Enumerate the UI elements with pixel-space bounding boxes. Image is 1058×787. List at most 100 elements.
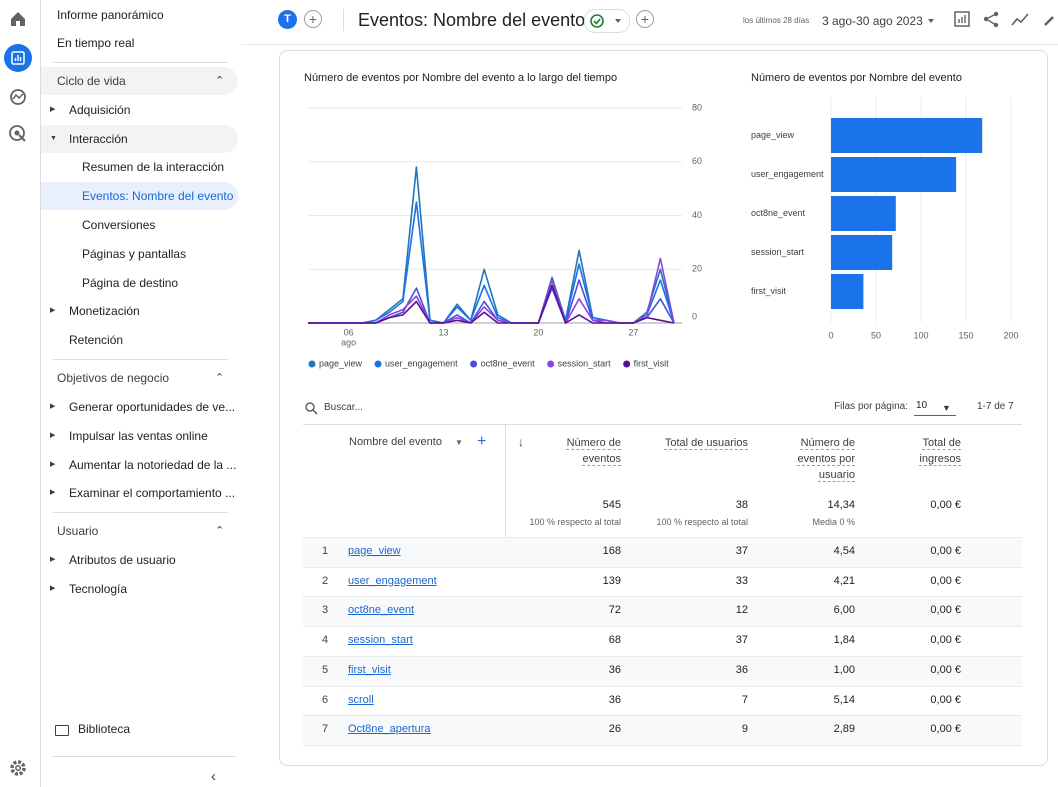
nav-item[interactable]: Tecnología [69,582,128,596]
total-value: 38 [735,499,748,511]
library-icon [55,725,69,736]
header-divider [343,9,344,31]
collapse-sidebar[interactable]: ‹ [211,768,216,785]
nav-item[interactable]: Examinar el comportamiento ... [69,486,236,501]
expand-arrow[interactable]: ▶ [50,403,56,410]
nav-item[interactable]: Adquisición [69,102,131,117]
nav-item-active[interactable]: Eventos: Nombre del evento [82,189,234,204]
cell: 0,00 € [930,604,961,617]
total-note: 100 % respecto al total [656,517,748,527]
icon-rail [0,0,41,787]
search-icon [305,402,318,415]
nav-item[interactable]: Impulsar las ventas online [69,428,208,443]
section-chevron[interactable]: ⌃ [215,372,225,385]
nav-subitem[interactable]: Página de destino [82,275,179,290]
date-range[interactable]: 3 ago-30 ago 2023 [822,14,923,28]
nav-highlight [41,124,238,153]
settings-icon[interactable] [10,760,26,776]
page-title: Eventos: Nombre del evento [358,10,586,30]
cell: 12 [735,604,748,617]
cell: 1,84 [833,634,855,647]
sort-arrow[interactable]: ↓ [518,435,524,449]
column-header[interactable]: Número de eventos [566,437,621,465]
nav-section-title[interactable]: Ciclo de vida [57,74,126,88]
cell: 37 [735,545,748,557]
dimension-caret[interactable]: ▼ [455,438,463,447]
event-name-link[interactable]: session_start [348,634,413,647]
status-chip[interactable] [584,9,630,33]
section-chevron[interactable]: ⌃ [215,75,225,87]
expand-arrow[interactable]: ▶ [50,460,56,468]
reports-icon-frame [11,51,25,65]
expand-arrow[interactable]: ▶ [50,585,56,592]
edit-icon[interactable] [1044,16,1054,26]
event-name-link[interactable]: page_view [348,545,401,557]
nav-subitem[interactable]: Resumen de la interacción [82,160,225,175]
row-index: 5 [321,663,329,676]
search-icon-handle [312,409,318,415]
cell: 0,00 € [930,663,961,676]
row-index: 2 [321,574,329,587]
nav-section-title[interactable]: Usuario [57,524,99,539]
rows-select-caret[interactable]: ▼ [942,403,951,413]
expand-arrow[interactable]: ▶ [50,556,56,564]
nav-item[interactable]: Interacción [69,131,128,146]
customize-icon[interactable] [954,11,970,27]
event-name-link[interactable]: scroll [348,693,374,706]
expand-arrow[interactable]: ▶ [50,105,56,113]
nav-item[interactable]: Aumentar la notoriedad de la ... [69,457,237,472]
nav-item[interactable]: En tiempo real [57,36,135,50]
column-header[interactable]: Nombre del evento [349,436,442,448]
cell: 5,14 [833,693,855,706]
nav-item[interactable]: Monetización [69,304,140,319]
date-caret[interactable] [928,19,934,23]
cell: 168 [602,545,621,557]
column-header[interactable]: Total de ingresos [919,437,961,465]
event-name-link[interactable]: first_visit [348,663,391,676]
date-prefix: los últimos 28 días [743,16,810,25]
header-bar [241,0,1058,45]
total-value: 545 [602,499,621,511]
advertising-icon[interactable] [9,125,25,141]
avatar[interactable]: T [278,10,297,29]
section-chevron[interactable]: ⌃ [215,525,225,538]
nav-section-title[interactable]: Objetivos de negocio [57,371,170,386]
nav-item[interactable]: Generar oportunidades de ve... [69,400,236,414]
search-placeholder[interactable]: Buscar... [324,402,363,413]
add-comparison[interactable]: + [304,10,322,28]
row-index: 1 [321,545,329,557]
advertising-icon-dot [14,130,20,136]
add-dimension[interactable]: + [477,433,487,450]
nav-library[interactable]: Biblioteca [78,722,131,736]
nav-item[interactable]: Informe panorámico [57,8,164,22]
column-header[interactable]: Total de usuarios [664,437,748,449]
table-row [303,715,1022,746]
settings-icon-hub [15,765,21,771]
nav-subitem[interactable]: Conversiones [82,218,156,232]
cell: 0,00 € [930,723,961,736]
expand-arrow[interactable]: ▶ [50,489,56,497]
column-header[interactable]: Número de eventos por usuario [797,437,855,481]
cell: 36 [735,663,748,676]
event-name-link[interactable]: oct8ne_event [348,604,415,617]
cell: 4,21 [833,574,855,587]
home-icon[interactable] [11,12,25,26]
table-row [303,626,1022,657]
nav-subitem[interactable]: Páginas y pantallas [82,246,187,261]
rows-per-page-value[interactable]: 10 [916,400,928,411]
cell: 36 [608,663,621,676]
event-name-link[interactable]: Oct8ne_apertura [348,723,431,736]
event-name-link[interactable]: user_engagement [348,574,437,587]
nav-item[interactable]: Atributos de usuario [69,553,176,568]
expand-arrow[interactable]: ▶ [50,307,56,315]
nav-item[interactable]: Retención [69,333,124,348]
insights-icon[interactable] [1011,13,1029,26]
chip-caret [615,19,621,23]
add-button[interactable]: + [636,10,654,28]
rail-icons [4,12,32,776]
expand-arrow[interactable]: ▶ [50,431,56,439]
expand-arrow-open[interactable]: ▼ [50,134,57,142]
cell: 139 [602,574,621,587]
report-card [279,50,1048,766]
explore-icon[interactable] [10,89,26,105]
